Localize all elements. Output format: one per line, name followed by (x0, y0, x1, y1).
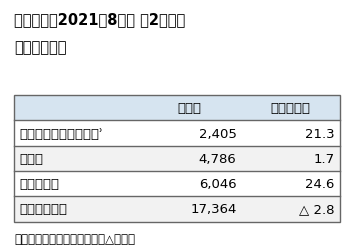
Text: 24.6: 24.6 (305, 177, 334, 191)
Text: 4,786: 4,786 (199, 152, 237, 165)
Text: 21.3: 21.3 (304, 127, 334, 140)
Bar (14, 96, 340, 121)
Bar (14, 121, 340, 146)
Bar (14, 197, 340, 222)
Text: ゴルフ: ゴルフ (19, 152, 43, 165)
Text: 一般スポーツ: 一般スポーツ (19, 203, 67, 216)
Text: 6,046: 6,046 (199, 177, 237, 191)
Text: 単位は百万円、増減率は％、△は減。: 単位は百万円、増減率は％、△は減。 (14, 232, 135, 245)
Text: 17,364: 17,364 (190, 203, 237, 216)
Text: （増減率）: （増減率） (271, 102, 311, 115)
Text: 1.7: 1.7 (313, 152, 334, 165)
Text: △ 2.8: △ 2.8 (299, 203, 334, 216)
Text: 売上高: 売上高 (178, 102, 202, 115)
Bar (14, 171, 340, 197)
Text: 2,405: 2,405 (199, 127, 237, 140)
Text: アウトドア: アウトドア (19, 177, 59, 191)
Text: スキー・スノーボードʾ: スキー・スノーボードʾ (19, 127, 103, 140)
Text: 商品別売上高: 商品別売上高 (14, 40, 66, 55)
Bar (14, 96, 340, 222)
Bar (14, 146, 340, 171)
Text: ヒマラヤ、2021年8月期 第2四半期: ヒマラヤ、2021年8月期 第2四半期 (14, 13, 185, 27)
